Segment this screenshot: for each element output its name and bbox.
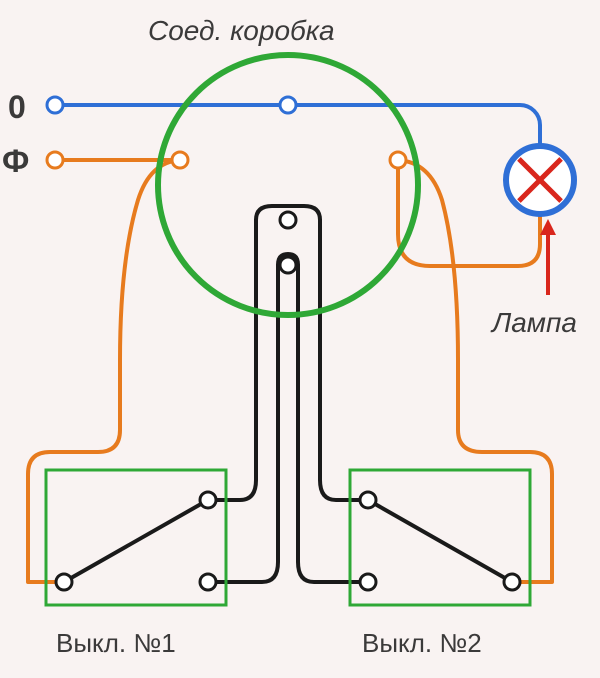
terminal xyxy=(200,574,216,590)
terminal xyxy=(47,152,63,168)
terminal xyxy=(360,492,376,508)
terminal xyxy=(47,97,63,113)
terminal xyxy=(280,97,296,113)
neutral-label: 0 xyxy=(8,89,26,125)
switch2-label: Выкл. №2 xyxy=(362,628,482,658)
wiring-diagram: Соед. коробка 0 Ф Лампа Выкл. №1 Выкл. №2 xyxy=(0,0,600,678)
terminal xyxy=(280,257,296,273)
switch1-label: Выкл. №1 xyxy=(56,628,176,658)
terminal xyxy=(56,574,72,590)
terminal xyxy=(504,574,520,590)
terminal xyxy=(200,492,216,508)
terminal xyxy=(360,574,376,590)
terminal xyxy=(280,212,296,228)
terminal xyxy=(172,152,188,168)
title-label: Соед. коробка xyxy=(148,15,335,46)
lamp-label: Лампа xyxy=(490,307,577,338)
phase-label: Ф xyxy=(2,143,29,179)
terminal xyxy=(390,152,406,168)
